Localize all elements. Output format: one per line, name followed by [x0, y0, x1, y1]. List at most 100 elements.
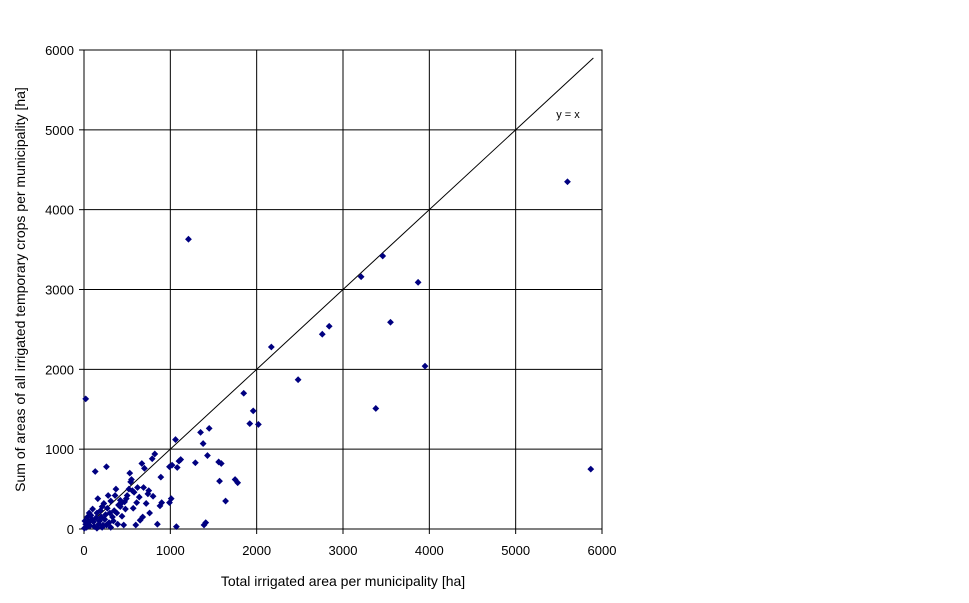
- data-point: [118, 512, 126, 520]
- data-point: [166, 499, 173, 507]
- data-point: [113, 509, 121, 517]
- y-tick-label: 0: [67, 522, 74, 537]
- data-point: [141, 464, 148, 472]
- x-tick-label: 0: [80, 543, 87, 558]
- data-point: [172, 436, 179, 443]
- data-point: [216, 477, 223, 485]
- data-point: [197, 429, 204, 436]
- data-point: [133, 499, 141, 507]
- data-point: [254, 421, 262, 428]
- data-point: [156, 502, 164, 510]
- data-point: [94, 495, 102, 503]
- data-point: [564, 178, 571, 186]
- data-point: [379, 252, 387, 260]
- data-point: [116, 496, 124, 504]
- data-point: [136, 516, 144, 524]
- data-point: [148, 455, 156, 463]
- data-point: [104, 492, 112, 499]
- data-point: [129, 504, 137, 512]
- data-point: [153, 520, 161, 528]
- data-point: [175, 457, 183, 465]
- data-point: [185, 235, 192, 243]
- data-point: [215, 458, 223, 466]
- data-point: [135, 493, 143, 501]
- data-point: [93, 509, 101, 517]
- y-tick-label: 4000: [45, 203, 74, 218]
- data-point: [142, 500, 150, 507]
- x-tick-label: 5000: [501, 543, 530, 558]
- data-point: [144, 490, 152, 498]
- y-axis-ticks: 0 1000 2000 3000 4000 5000 6000: [45, 43, 84, 537]
- reference-line-label: y = x: [556, 109, 580, 121]
- y-tick-label: 3000: [45, 283, 74, 298]
- data-point: [167, 495, 175, 503]
- x-tick-label: 1000: [156, 543, 185, 558]
- data-point: [82, 395, 90, 403]
- data-point: [146, 509, 154, 517]
- y-tick-label: 5000: [45, 123, 74, 138]
- data-point: [122, 505, 129, 513]
- data-point: [191, 459, 199, 467]
- data-point: [85, 509, 93, 517]
- y-tick-label: 6000: [45, 43, 74, 58]
- data-point: [128, 487, 136, 495]
- data-point: [325, 322, 333, 330]
- data-point: [231, 476, 239, 483]
- data-point: [126, 469, 134, 477]
- data-point: [318, 330, 326, 338]
- data-point: [166, 463, 173, 471]
- data-point: [81, 524, 88, 532]
- data-point: [414, 278, 422, 286]
- reference-line-layer: [83, 57, 594, 530]
- data-point: [387, 318, 394, 326]
- x-axis-ticks: 0 1000 2000 3000 4000 5000 6000: [80, 529, 616, 558]
- data-point: [199, 440, 207, 447]
- data-point: [89, 505, 97, 513]
- data-point: [372, 405, 380, 412]
- data-point: [103, 463, 110, 471]
- data-point: [112, 485, 120, 493]
- data-point: [157, 473, 165, 481]
- y-tick-label: 1000: [45, 442, 74, 457]
- data-point: [172, 523, 180, 531]
- data-point: [222, 497, 229, 505]
- data-point: [120, 521, 128, 529]
- data-point: [240, 389, 248, 397]
- data-point: [114, 520, 122, 528]
- data-point: [111, 492, 119, 499]
- data-point: [587, 465, 595, 473]
- data-point: [145, 487, 153, 495]
- data-point: [134, 484, 141, 491]
- data-point: [98, 503, 106, 511]
- data-point: [90, 518, 97, 526]
- data-point: [249, 407, 257, 415]
- data-point: [149, 492, 157, 500]
- x-tick-label: 2000: [242, 543, 271, 558]
- data-point: [205, 425, 213, 432]
- data-point: [421, 362, 429, 370]
- x-axis-title: Total irrigated area per municipality [h…: [221, 573, 465, 589]
- x-tick-label: 3000: [329, 543, 358, 558]
- data-point: [103, 504, 111, 512]
- data-point: [140, 484, 147, 491]
- data-point: [294, 376, 302, 384]
- data-point: [102, 511, 109, 519]
- data-point: [267, 343, 275, 351]
- data-points: [81, 178, 595, 532]
- data-point: [96, 517, 103, 525]
- reference-line-y-equals-x: [83, 57, 594, 530]
- data-point: [200, 521, 208, 529]
- data-point: [106, 509, 114, 517]
- data-point: [92, 514, 100, 522]
- x-tick-label: 4000: [415, 543, 444, 558]
- data-point: [93, 524, 101, 532]
- data-point: [107, 497, 115, 505]
- data-point: [132, 521, 140, 529]
- data-point: [173, 464, 181, 471]
- data-point: [109, 513, 116, 521]
- data-point: [81, 517, 89, 525]
- data-point: [127, 478, 135, 486]
- y-tick-label: 2000: [45, 362, 74, 377]
- data-point: [122, 495, 130, 503]
